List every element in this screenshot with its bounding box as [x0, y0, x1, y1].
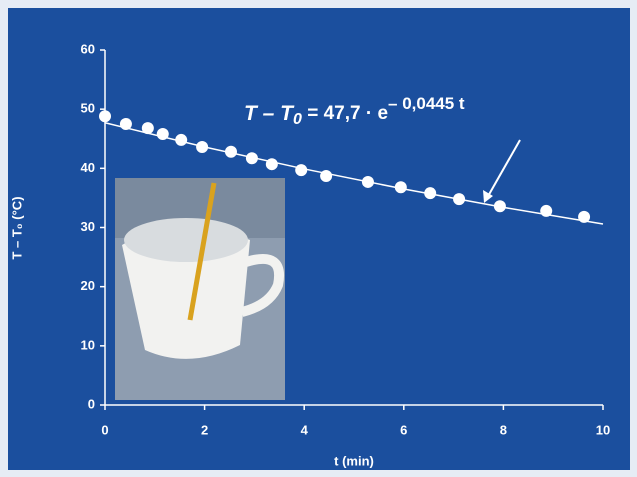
data-point: [196, 141, 208, 153]
data-point: [578, 211, 590, 223]
annotation-lhs: T – T: [244, 102, 295, 125]
x-tick-label: 4: [301, 422, 309, 437]
chart: T – T₀ (°C) t (min) T – T0 = 47,7 · e– 0…: [0, 0, 637, 477]
data-point: [246, 152, 258, 164]
data-point: [99, 110, 111, 122]
y-tick-label: 30: [81, 219, 95, 234]
data-point: [175, 134, 187, 146]
y-tick-label: 40: [81, 160, 95, 175]
data-point: [266, 158, 278, 170]
x-tick-label: 10: [596, 422, 610, 437]
x-tick-label: 0: [101, 422, 108, 437]
cup-rim: [124, 218, 248, 262]
annotation-rhs: = 47,7 · e: [302, 103, 388, 124]
photo: [115, 178, 285, 400]
data-point: [120, 118, 132, 130]
y-tick-label: 50: [81, 101, 95, 116]
y-tick-label: 0: [88, 396, 95, 411]
y-axis-label: T – T₀ (°C): [9, 196, 24, 259]
data-point: [395, 181, 407, 193]
data-point: [540, 205, 552, 217]
y-tick-label: 60: [81, 41, 95, 56]
data-point: [295, 164, 307, 176]
data-point: [320, 170, 332, 182]
data-point: [157, 128, 169, 140]
x-tick-label: 6: [400, 422, 407, 437]
data-point: [494, 200, 506, 212]
data-point: [453, 193, 465, 205]
annotation-sub: 0: [293, 111, 302, 128]
data-point: [225, 146, 237, 158]
x-tick-label: 8: [500, 422, 507, 437]
data-point: [362, 176, 374, 188]
x-tick-label: 2: [201, 422, 208, 437]
x-axis-label: t (min): [334, 453, 374, 468]
data-point: [424, 187, 436, 199]
y-tick-label: 10: [81, 337, 95, 352]
panel: [8, 8, 630, 470]
page: T – T₀ (°C) t (min) T – T0 = 47,7 · e– 0…: [0, 0, 637, 477]
annotation-exp: – 0,0445 t: [388, 94, 465, 113]
data-point: [142, 122, 154, 134]
y-tick-label: 20: [81, 278, 95, 293]
